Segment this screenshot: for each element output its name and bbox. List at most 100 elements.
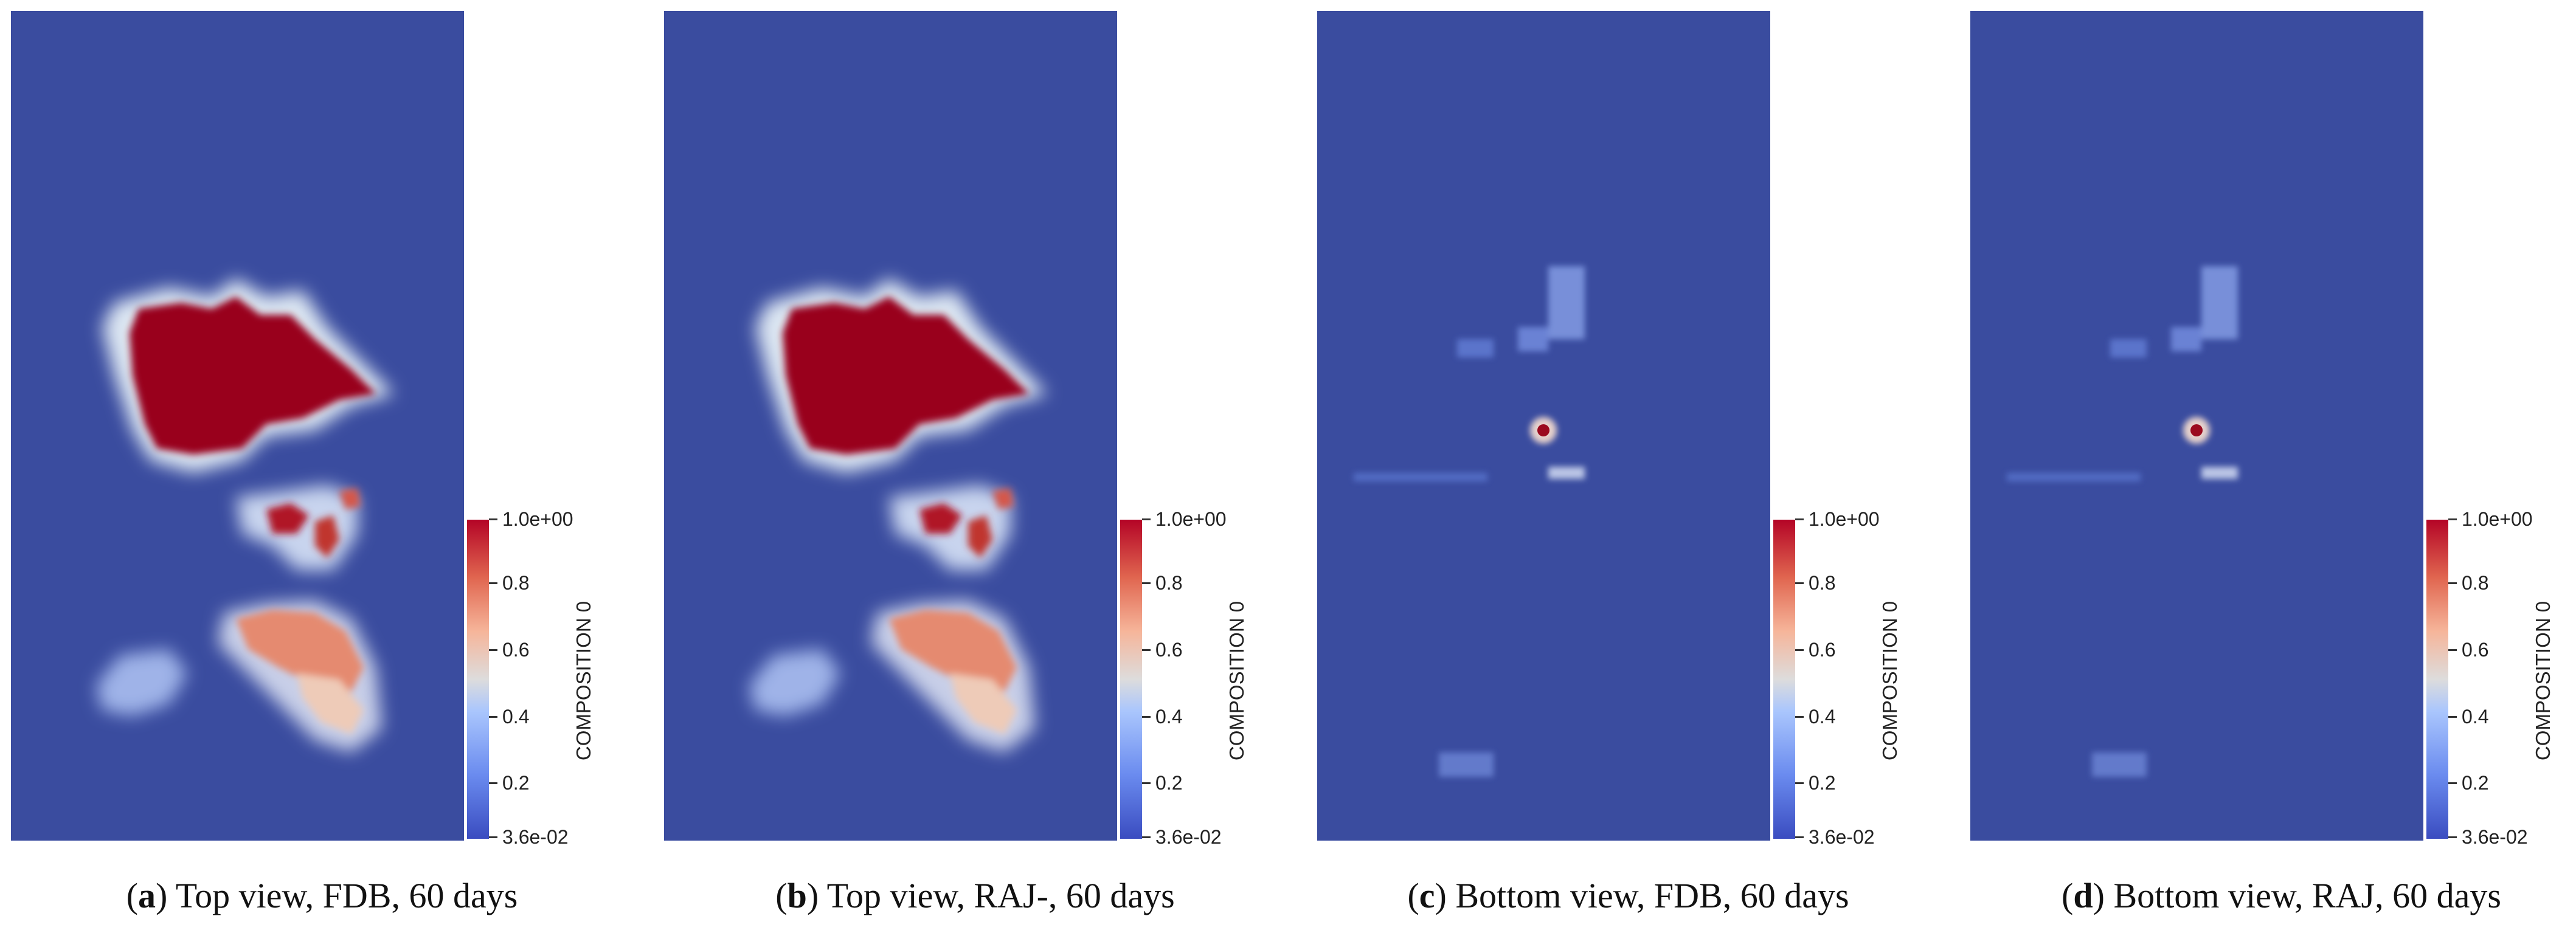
plume-main-core [130, 297, 376, 455]
panel-d: 1.0e+00 0.8 0.6 0.4 0.2 3.6e-02 COMPOSIT… [1959, 0, 2576, 933]
colorbar-tick [1795, 716, 1804, 718]
plume-main-core [783, 297, 1029, 455]
colorbar-tick-label: 1.0e+00 [2462, 508, 2533, 530]
colorbar-tick-label: 0.6 [1809, 639, 1836, 661]
faint-patch [2201, 266, 2238, 339]
colorbar-tick-label: 0.4 [502, 706, 530, 728]
colorbar-tick [1142, 582, 1151, 584]
plume-mid-core-1 [266, 503, 309, 534]
colorbar-b [1120, 520, 1142, 839]
plume-mid-core-2 [968, 515, 992, 558]
colorbar-tick [1142, 716, 1151, 718]
colorbar-title-text: COMPOSITION 0 [572, 601, 595, 761]
colorbar-tick-label: 0.6 [502, 639, 530, 661]
colorbar-tick-label: 1.0e+00 [1155, 508, 1227, 530]
colorbar-tick [1142, 836, 1151, 838]
colorbar-tick-label: 0.2 [502, 772, 530, 794]
colorbar-tick [489, 649, 497, 651]
faint-patch [1548, 266, 1585, 339]
colorbar-tick [2448, 582, 2457, 584]
colorbar-tick-label: 0.4 [1155, 706, 1183, 728]
colorbar-title-text: COMPOSITION 0 [1878, 601, 1901, 761]
colorbar-tick [1795, 782, 1804, 784]
plume-mid-core-3 [339, 488, 361, 509]
panel-c: 1.0e+00 0.8 0.6 0.4 0.2 3.6e-02 COMPOSIT… [1306, 0, 1950, 933]
colorbar-tick-label: 0.4 [2462, 706, 2489, 728]
colorbar-tick [489, 518, 497, 520]
plume-low-tail [950, 673, 1017, 734]
colorbar-tick-label: 3.6e-02 [502, 826, 569, 848]
subcaption-a: (a) Top view, FDB, 60 days [126, 876, 518, 915]
colorbar-c [1773, 520, 1795, 839]
panel-b: 1.0e+00 0.8 0.6 0.4 0.2 3.6e-02 COMPOSIT… [653, 0, 1297, 933]
colorbar-tick [489, 582, 497, 584]
colorbar-d [2426, 520, 2448, 839]
subcaption-c: (c) Bottom view, FDB, 60 days [1407, 876, 1849, 915]
colorbar-tick [2448, 836, 2457, 838]
colorbar-tick [489, 836, 497, 838]
colorbar-tick [1142, 782, 1151, 784]
plot-area-b [664, 11, 1117, 841]
colorbar-tick-label: 0.8 [1155, 572, 1183, 594]
faint-patch [1457, 339, 1494, 357]
colorbar-tick-label: 0.2 [1809, 772, 1836, 794]
faint-patch [1518, 327, 1548, 351]
subcaption-letter: a [138, 876, 156, 915]
hotspot-core [2190, 424, 2203, 436]
colorbar-tick [1142, 518, 1151, 520]
colorbar-tick [1795, 649, 1804, 651]
faint-patch [1439, 752, 1494, 777]
faint-patch [1548, 467, 1585, 479]
colorbar-tick-label: 0.8 [1809, 572, 1836, 594]
subcaption-text: Bottom view, RAJ, 60 days [2113, 876, 2501, 915]
subcaption-text: Top view, RAJ-, 60 days [826, 876, 1175, 915]
colorbar-tick [2448, 782, 2457, 784]
plume-low-core [236, 610, 364, 692]
subcaption-letter: c [1419, 876, 1435, 915]
plume-mid-core-1 [919, 503, 962, 534]
colorbar-tick [2448, 649, 2457, 651]
subcaption-d: (d) Bottom view, RAJ, 60 days [2062, 876, 2501, 915]
colorbar-tick-label: 3.6e-02 [2462, 826, 2528, 848]
colorbar-tick-label: 1.0e+00 [1809, 508, 1880, 530]
colorbar-tick [2448, 518, 2457, 520]
plume-mid-core-2 [315, 515, 339, 558]
colorbar-title-text: COMPOSITION 0 [2532, 601, 2554, 761]
plume-low-core [889, 610, 1017, 692]
colorbar-tick-label: 0.6 [2462, 639, 2489, 661]
panel-a: 1.0e+00 0.8 0.6 0.4 0.2 3.6e-02 COMPOSIT… [0, 0, 644, 933]
colorbar-tick [1795, 582, 1804, 584]
subcaption-text: Bottom view, FDB, 60 days [1455, 876, 1849, 915]
plume-left-halo [96, 649, 187, 716]
colorbar-tick-label: 0.6 [1155, 639, 1183, 661]
colorbar-tick-label: 0.2 [2462, 772, 2489, 794]
faint-patch [2171, 327, 2201, 351]
faint-patch [2092, 752, 2147, 777]
colorbar-tick [2448, 716, 2457, 718]
subcaption-letter: d [2073, 876, 2093, 915]
colorbar-tick [489, 782, 497, 784]
colorbar-tick [1795, 518, 1804, 520]
field-plot-bottom-d [2007, 266, 2238, 777]
subcaption-b: (b) Top view, RAJ-, 60 days [775, 876, 1175, 915]
colorbar-tick-label: 0.2 [1155, 772, 1183, 794]
faint-patch [2007, 473, 2141, 481]
plume-low-tail [297, 673, 364, 734]
faint-patch [2201, 467, 2238, 479]
colorbar-tick-label: 1.0e+00 [502, 508, 573, 530]
field-plot-bottom-c [1354, 266, 1585, 777]
plot-area-c [1317, 11, 1770, 841]
plume-mid-core-3 [992, 488, 1014, 509]
subcaption-text: Top view, FDB, 60 days [175, 876, 518, 915]
colorbar-tick-label: 0.8 [502, 572, 530, 594]
colorbar-tick-label: 0.8 [2462, 572, 2489, 594]
hotspot-core [1537, 424, 1549, 436]
colorbar-tick [1142, 649, 1151, 651]
faint-patch [1354, 473, 1487, 481]
plume-left-halo [749, 649, 840, 716]
colorbar-tick-label: 3.6e-02 [1809, 826, 1875, 848]
plot-area-a [11, 11, 464, 841]
colorbar-a [467, 520, 489, 839]
colorbar-tick-label: 0.4 [1809, 706, 1836, 728]
colorbar-tick [489, 716, 497, 718]
